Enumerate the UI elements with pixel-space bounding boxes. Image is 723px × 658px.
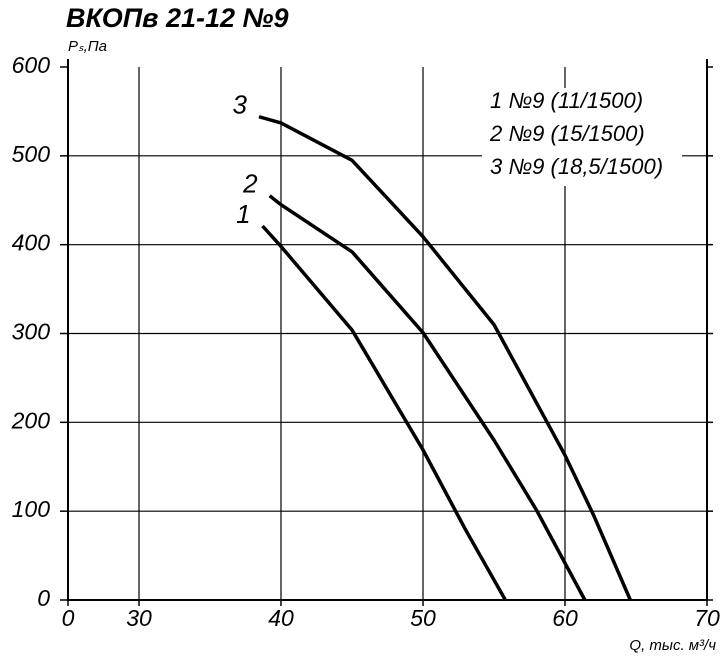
axes	[67, 59, 708, 601]
legend-bg	[482, 88, 682, 186]
x-tick-label: 50	[410, 605, 436, 631]
legend-entry: 2 №9 (15/1500)	[489, 121, 645, 146]
x-tick-label: 0	[62, 605, 75, 631]
y-tick-label: 500	[12, 141, 51, 167]
chart-title: ВКОПв 21-12 №9	[66, 3, 289, 33]
curve-label: 1	[236, 199, 250, 229]
y-tick-label: 100	[12, 496, 51, 522]
curve	[268, 194, 587, 601]
y-tick-label: 300	[12, 319, 51, 345]
y-tick-label: 600	[12, 52, 51, 78]
y-tick-label: 0	[37, 585, 50, 611]
curve-label: 2	[242, 169, 258, 199]
curve	[258, 115, 632, 601]
y-axis-label: Pₛ,Па	[68, 38, 107, 55]
x-tick-label: 70	[694, 605, 720, 631]
y-tick-label: 200	[11, 407, 51, 433]
x-tick-label: 40	[268, 605, 294, 631]
x-tick-label: 30	[126, 605, 152, 631]
x-axis-label: Q, тыс. м³/ч	[629, 637, 716, 654]
x-tick-label: 60	[552, 605, 578, 631]
legend-entry: 3 №9 (18,5/1500)	[490, 154, 663, 179]
y-tick-label: 400	[12, 230, 51, 256]
legend-entry: 1 №9 (11/1500)	[490, 88, 643, 113]
curve-label: 3	[233, 90, 248, 120]
curve	[261, 224, 507, 601]
